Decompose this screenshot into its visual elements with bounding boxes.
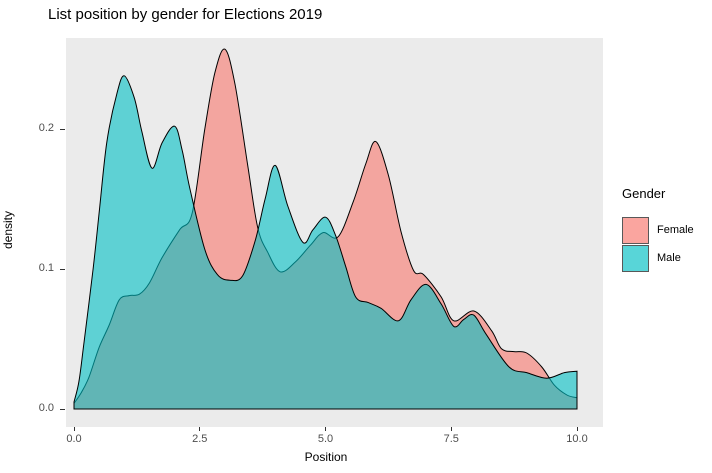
x-tick-label: 10.0 <box>566 433 588 445</box>
legend-item-male: Male <box>622 244 694 272</box>
x-tick-mark <box>73 427 75 431</box>
density-chart-canvas <box>73 48 578 410</box>
legend-key-female <box>622 216 649 244</box>
y-tick-mark <box>60 128 65 130</box>
y-tick-label: 0.0 <box>38 402 54 414</box>
y-axis-title: density <box>1 210 15 250</box>
x-tick-label: 5.0 <box>317 433 334 445</box>
x-tick-label: 0.0 <box>66 433 82 445</box>
x-tick-mark <box>325 427 326 431</box>
legend-label: Male <box>657 252 681 264</box>
chart-panel <box>66 38 603 427</box>
legend-item-female: Female <box>622 216 694 244</box>
x-tick-label: 2.5 <box>192 433 208 445</box>
x-tick-mark <box>199 427 201 431</box>
legend-items: Female Male <box>622 216 694 272</box>
x-axis-title: Position <box>304 450 348 464</box>
legend-label: Female <box>657 224 694 236</box>
legend: Gender Female Male <box>622 186 694 272</box>
plot-title: List position by gender for Elections 20… <box>48 6 323 23</box>
y-tick-label: 0.1 <box>38 262 54 274</box>
legend-title: Gender <box>622 186 666 201</box>
x-tick-label: 7.5 <box>443 433 459 445</box>
legend-key-male <box>622 244 649 272</box>
x-tick-mark <box>450 427 452 431</box>
density-area-male <box>73 75 578 410</box>
x-tick-mark <box>576 427 578 431</box>
y-tick-label: 0.2 <box>38 122 54 134</box>
y-tick-mark <box>60 408 65 410</box>
y-tick-mark <box>60 268 65 270</box>
